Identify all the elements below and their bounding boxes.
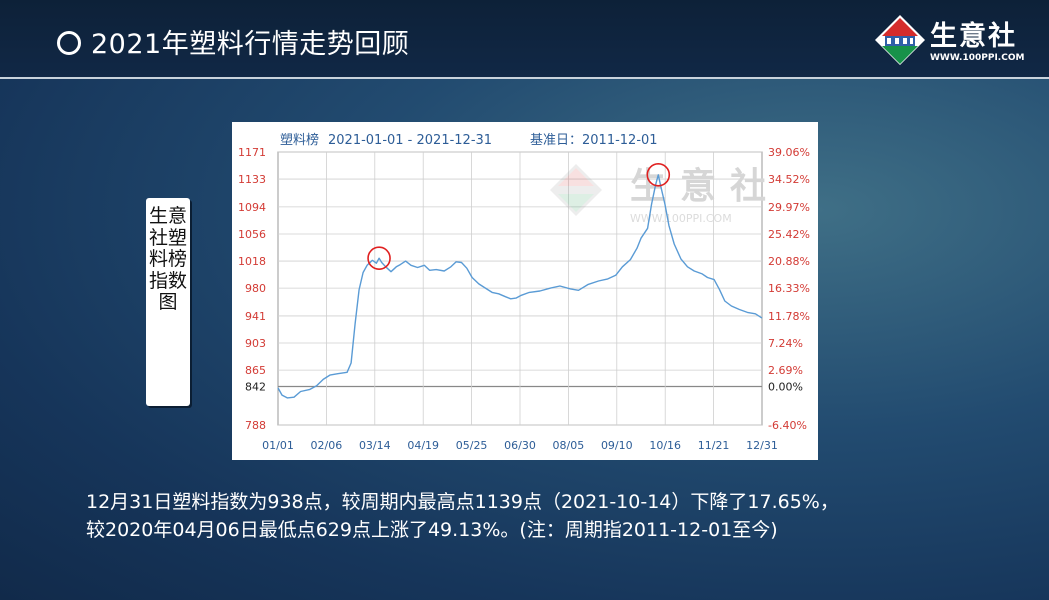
series-line <box>277 174 763 399</box>
y-right-tick-label: 0.00% <box>768 381 803 394</box>
chart-range: 2021-01-01 - 2021-12-31 <box>328 133 492 148</box>
line-chart: 生意社 WWW.100PPI.COM 塑料榜 2021-01-01 - 2021… <box>238 132 810 452</box>
x-tick-label: 08/05 <box>553 439 585 452</box>
y-right-tick-label: 29.97% <box>768 201 810 214</box>
x-tick-label: 01/01 <box>262 439 294 452</box>
watermark: 生意社 WWW.100PPI.COM <box>550 164 766 225</box>
y-left-tick-label: 980 <box>245 282 266 295</box>
y-left-tick-label: 788 <box>245 419 266 432</box>
x-tick-label: 11/21 <box>698 439 730 452</box>
watermark-url: WWW.100PPI.COM <box>630 212 732 225</box>
y-left-tick-label: 941 <box>245 310 266 323</box>
y-left-tick-label: 1133 <box>238 173 266 186</box>
highlight-marker <box>367 246 391 271</box>
x-tick-label: 10/16 <box>649 439 681 452</box>
chart-base-date: 基准日：2011-12-01 <box>530 133 658 148</box>
x-tick-label: 06/30 <box>504 439 536 452</box>
house-logo-icon <box>875 15 925 65</box>
logo: 生意社 WWW.100PPI.COM <box>872 12 1042 70</box>
title-divider <box>0 77 1049 79</box>
y-right-tick-label: 16.33% <box>768 282 810 295</box>
y-right-tick-label: -6.40% <box>768 419 807 432</box>
title-bullet-icon <box>57 31 81 55</box>
y-right-tick-label: 2.69% <box>768 364 803 377</box>
side-label: 生意社塑料榜指数图 <box>148 205 187 313</box>
x-tick-label: 09/10 <box>601 439 633 452</box>
slide-title: 2021年塑料行情走势回顾 <box>91 29 410 60</box>
side-label-box: 生意社塑料榜指数图 <box>146 198 190 406</box>
logo-name: 生意社 <box>930 21 1017 52</box>
x-tick-label: 12/31 <box>746 439 778 452</box>
y-right-tick-label: 34.52% <box>768 173 810 186</box>
caption-line-2: 较2020年04月06日最低点629点上涨了49.13%。(注：周期指2011-… <box>86 519 778 541</box>
y-right-tick-label: 39.06% <box>768 146 810 159</box>
caption: 12月31日塑料指数为938点，较周期内最高点1139点（2021-10-14）… <box>86 488 839 544</box>
y-left-tick-label: 1171 <box>238 146 266 159</box>
x-tick-label: 02/06 <box>311 439 343 452</box>
highlight-marker <box>646 163 671 187</box>
logo-url: WWW.100PPI.COM <box>930 53 1025 63</box>
y-left-tick-label: 1056 <box>238 228 266 241</box>
y-right-tick-label: 11.78% <box>768 310 810 323</box>
y-left-tick-label: 1018 <box>238 255 266 268</box>
x-tick-label: 04/19 <box>407 439 439 452</box>
y-right-tick-label: 7.24% <box>768 337 803 350</box>
y-left-tick-label: 1094 <box>238 201 266 214</box>
caption-line-1: 12月31日塑料指数为938点，较周期内最高点1139点（2021-10-14）… <box>86 491 839 513</box>
y-left-tick-label: 903 <box>245 337 266 350</box>
chart-name: 塑料榜 <box>280 132 319 148</box>
y-left-tick-label: 865 <box>245 364 266 377</box>
x-tick-label: 05/25 <box>456 439 488 452</box>
y-left-tick-label: 842 <box>245 381 266 394</box>
y-right-tick-label: 20.88% <box>768 255 810 268</box>
x-tick-label: 03/14 <box>359 439 391 452</box>
y-right-tick-label: 25.42% <box>768 228 810 241</box>
chart-panel: 生意社 WWW.100PPI.COM 塑料榜 2021-01-01 - 2021… <box>232 122 818 460</box>
title-bar <box>0 0 1049 78</box>
